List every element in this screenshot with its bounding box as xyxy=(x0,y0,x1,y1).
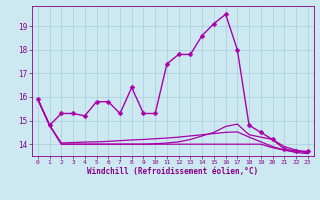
X-axis label: Windchill (Refroidissement éolien,°C): Windchill (Refroidissement éolien,°C) xyxy=(87,167,258,176)
